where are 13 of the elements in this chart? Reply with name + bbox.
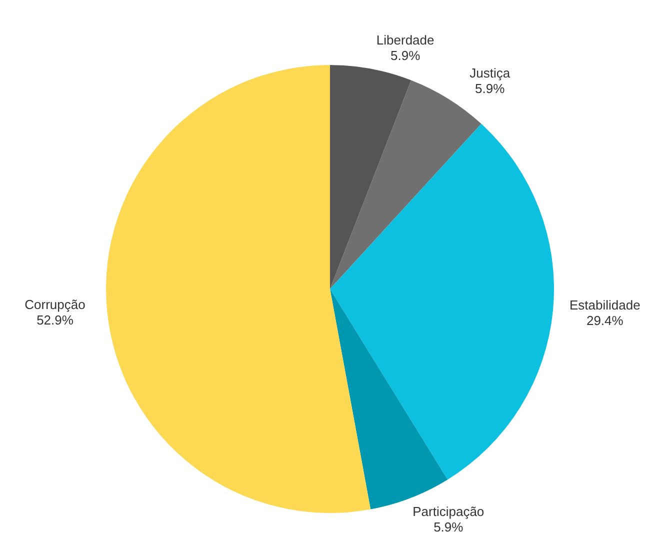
slice-label: Estabilidade xyxy=(569,298,640,313)
slice-label: Corrupção xyxy=(24,296,86,312)
data-label: 5.9% xyxy=(434,520,464,535)
data-label: 29.4% xyxy=(586,313,624,328)
data-label: 5.9% xyxy=(475,81,506,96)
pie-slice xyxy=(106,65,371,513)
pie-slice xyxy=(330,65,412,289)
slice-label: Justiça xyxy=(470,65,511,80)
slice-label: Participação xyxy=(412,504,484,519)
slice-label: Liberdade xyxy=(376,32,434,48)
data-label: 52.9% xyxy=(36,312,74,328)
pie-slice xyxy=(330,124,554,480)
data-label: 5.9% xyxy=(390,48,421,64)
